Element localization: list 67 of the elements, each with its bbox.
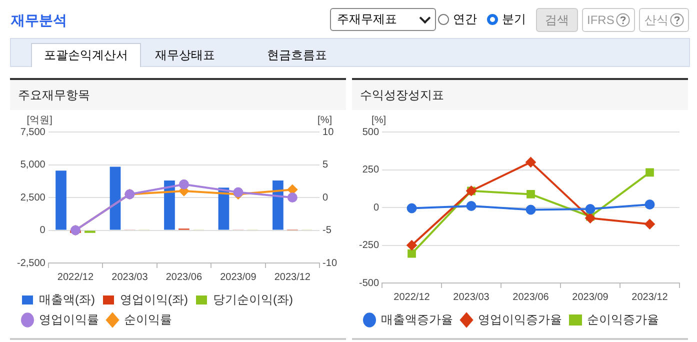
legend-label: 매출액증가율	[381, 312, 453, 326]
y-tick-label: 7,500	[20, 126, 46, 138]
legend-label: 영업이익증가율	[478, 312, 562, 326]
point	[406, 240, 417, 250]
text: 검색	[536, 8, 578, 32]
y2-tick-label: 5	[322, 160, 329, 170]
text: 산식	[639, 8, 690, 32]
legend-label: 순이익증가율	[587, 312, 659, 326]
legend-label: 순이익률	[124, 312, 172, 326]
y-tick-label: -500	[359, 278, 380, 289]
y-tick-label: -250	[359, 240, 380, 251]
x-tick-label: 2023/03	[112, 272, 148, 283]
x-tick-label: 2022/12	[57, 272, 94, 283]
point	[526, 157, 536, 168]
text: 현금흐름표	[266, 47, 328, 64]
text: 포괄손익계산서	[31, 43, 141, 67]
point	[585, 204, 596, 214]
y-axis-title: [억원]	[26, 114, 53, 126]
x-tick-label: 2023/12	[632, 292, 668, 303]
point	[287, 192, 298, 202]
point	[585, 213, 596, 224]
point	[644, 199, 655, 210]
point	[646, 168, 654, 177]
bar	[272, 180, 284, 230]
legend-label: 당기순이익(좌)	[212, 292, 293, 306]
y-tick-label: 0	[373, 202, 380, 214]
text: 재무분석	[11, 12, 67, 30]
x-tick-label: 2023/12	[274, 272, 311, 283]
y-tick-label: 2,500	[20, 192, 46, 204]
legend-label: 영업이익률	[39, 312, 99, 326]
point	[406, 203, 417, 214]
y2-axis-title: [%]	[318, 114, 332, 126]
y2-tick-label: -10	[322, 258, 338, 269]
x-tick-label: 2023/03	[453, 292, 490, 303]
legend-label: 매출액(좌)	[39, 292, 95, 306]
x-tick-label: 2023/06	[166, 272, 202, 283]
x-tick-label: 2023/09	[220, 272, 257, 283]
point	[408, 249, 416, 258]
y-tick-label: 0	[40, 225, 46, 236]
point	[526, 204, 536, 215]
y-tick-label: -2,500	[16, 258, 46, 269]
y-tick-label: 250	[362, 164, 380, 176]
y2-tick-label: 0	[322, 192, 329, 204]
point	[178, 179, 189, 190]
x-tick-label: 2023/06	[512, 292, 550, 303]
text: IFRS	[582, 8, 636, 32]
chart-title: 주요재무항목	[10, 80, 346, 110]
point	[233, 187, 244, 198]
bar	[56, 170, 66, 230]
y-axis-title: [%]	[372, 114, 386, 126]
y2-tick-label: 10	[322, 126, 334, 138]
y-tick-label: 5,000	[20, 160, 46, 170]
bar	[110, 166, 121, 230]
text: 연간	[453, 11, 477, 28]
text: 분기	[502, 11, 526, 28]
point	[644, 219, 655, 230]
bar	[164, 180, 175, 230]
text: 주재무제표	[337, 11, 397, 28]
point	[466, 200, 476, 211]
point	[526, 190, 535, 198]
y2-tick-label: -5	[322, 225, 332, 236]
x-tick-label: 2023/09	[572, 292, 609, 303]
text: 재무상태표	[154, 47, 216, 64]
x-tick-label: 2022/12	[394, 292, 430, 303]
y-tick-label: 500	[362, 126, 380, 138]
chart-title: 수익성장성지표	[352, 80, 688, 110]
legend-label: 영업이익(좌)	[120, 292, 188, 306]
